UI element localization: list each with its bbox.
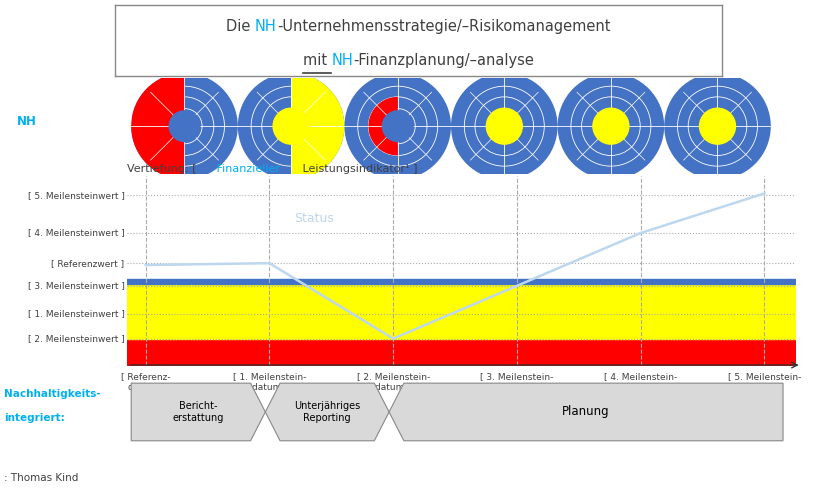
Text: [ 2. Meilenstein-
datum ]: [ 2. Meilenstein- datum ] [356,372,429,391]
Text: [ 5. Meilensteinwert ]: [ 5. Meilensteinwert ] [28,191,124,200]
Text: Finanzieller: Finanzieller [213,164,280,174]
Polygon shape [265,383,388,441]
Ellipse shape [272,107,310,145]
Polygon shape [131,73,184,179]
Text: [ 3. Meilensteinwert ]: [ 3. Meilensteinwert ] [28,281,124,290]
Ellipse shape [381,110,414,142]
Ellipse shape [450,73,557,179]
Text: Unser: Unser [16,86,55,99]
Ellipse shape [485,107,523,145]
Text: [ 4. Meilenstein-
datum ]: [ 4. Meilenstein- datum ] [604,372,676,391]
Text: -Unternehmensstrategie/–Risikomanagement: -Unternehmensstrategie/–Risikomanagement [277,19,609,34]
Text: Planung: Planung [562,405,609,418]
Ellipse shape [591,107,629,145]
Polygon shape [131,383,265,441]
Ellipse shape [131,73,238,179]
Polygon shape [144,86,184,166]
Text: -Transformations-/: -Transformations-/ [45,115,165,128]
Text: Nachhaltigkeits-: Nachhaltigkeits- [4,389,101,399]
Text: Status: Status [294,212,333,225]
Polygon shape [388,383,782,441]
Ellipse shape [698,107,735,145]
Ellipse shape [557,73,663,179]
Ellipse shape [344,73,450,179]
Polygon shape [368,97,397,155]
Text: NH: NH [255,19,277,34]
Text: [ 2. Meilensteinwert ]: [ 2. Meilensteinwert ] [28,334,124,343]
Polygon shape [291,73,344,179]
Text: Bericht-
erstattung: Bericht- erstattung [172,401,224,423]
Text: : Thomas Kind: : Thomas Kind [4,473,79,483]
Ellipse shape [663,73,770,179]
Text: [ 3. Meilenstein-
datum ]: [ 3. Meilenstein- datum ] [480,372,553,391]
Text: mit: mit [302,53,331,68]
Text: [ Referenz-
datum ]: [ Referenz- datum ] [120,372,170,391]
Ellipse shape [169,110,201,142]
Text: [ 5. Meilenstein-
datum ]: [ 5. Meilenstein- datum ] [727,372,800,391]
Text: NH: NH [331,53,353,68]
Text: [ 4. Meilensteinwert ]: [ 4. Meilensteinwert ] [28,228,124,238]
Ellipse shape [238,73,344,179]
Text: [ 1. Meilenstein-
datum ]: [ 1. Meilenstein- datum ] [233,372,305,391]
Text: Vertiefung: [: Vertiefung: [ [127,164,197,174]
Text: [ 1. Meilensteinwert ]: [ 1. Meilensteinwert ] [28,310,124,318]
Text: -Anpassungspfad: -Anpassungspfad [16,147,131,159]
Text: -Finanzplanung/–analyse: -Finanzplanung/–analyse [353,53,533,68]
Text: [ Referenzwert ]: [ Referenzwert ] [52,259,124,268]
Text: Leistungsindikator¹ ]: Leistungsindikator¹ ] [299,164,418,174]
Text: integriert:: integriert: [4,413,65,423]
Text: Die: Die [226,19,255,34]
Text: NH: NH [16,115,36,128]
Text: Unterjähriges
Reporting: Unterjähriges Reporting [294,401,360,423]
